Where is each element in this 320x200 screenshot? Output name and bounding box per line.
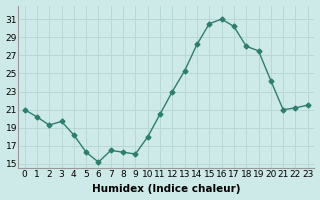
X-axis label: Humidex (Indice chaleur): Humidex (Indice chaleur)	[92, 184, 240, 194]
